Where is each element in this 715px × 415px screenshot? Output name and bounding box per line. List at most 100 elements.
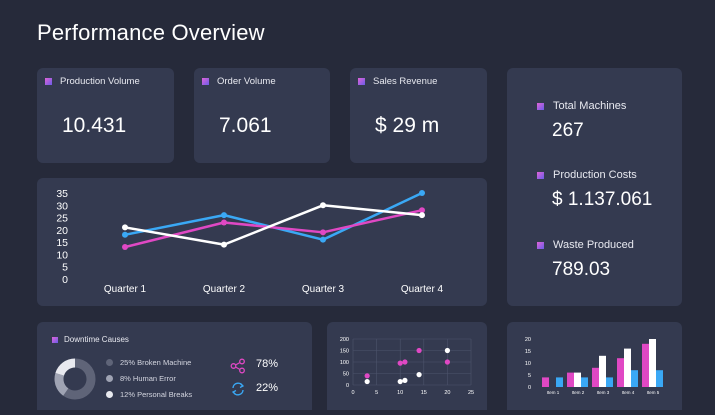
scatter-point [444,347,450,354]
x-tick-label: Quarter 1 [104,284,147,295]
x-tick-label: 15 [421,390,427,396]
scatter-chart: 0 50 100 150 200 0 5 10 15 20 25 [340,337,474,396]
line-point [419,190,425,196]
bar [567,372,574,387]
x-tick-label: Item 2 [572,390,585,395]
kpi-label: Production Volume [60,76,140,87]
downtime-marker-icon [52,336,58,343]
kpi-value: $ 29 m [375,114,440,137]
y-tick-label: 150 [340,349,349,355]
y-tick-label: 100 [340,360,349,366]
line-point [221,212,227,219]
metric-value: 789.03 [552,259,611,280]
legend-dot-broken-machine [106,359,113,366]
bar-chart-card[interactable]: 0 5 10 15 20 Item 1 Item 2 Item 3 Item 4 Item 5 [507,322,682,410]
x-tick-label: 20 [444,390,450,396]
metric-value: 267 [552,120,584,141]
x-tick-label: Item 4 [622,390,635,395]
y-tick-label: 20 [525,337,531,343]
share-icon [230,358,245,374]
legend-dot-personal-breaks [106,391,113,398]
y-tick-label: 30 [56,200,68,212]
refresh-percentage: 22% [256,382,279,394]
metric-marker-icon [537,102,544,110]
bar [617,358,624,387]
refresh-icon [231,382,245,396]
y-tick-label: 5 [62,262,68,274]
kpi-value: 10.431 [62,114,127,137]
line-point [320,236,326,243]
donut-chart [54,358,96,400]
kpi-card-order-volume[interactable]: Order Volume 7.061 [194,68,330,163]
kpi-marker-icon [45,77,52,85]
downtime-card[interactable]: Downtime Causes 25% Broken Machine 8% Hu… [37,322,312,410]
bar [656,370,663,387]
scatter-point [397,378,403,385]
scatter-point [364,373,370,379]
y-tick-label: 0 [346,383,349,389]
y-tick-label: 200 [340,337,349,343]
x-tick-label: Item 3 [597,390,610,395]
line-series-0 [124,191,423,241]
metric-label: Total Machines [553,100,627,112]
y-tick-label: 15 [525,349,531,355]
kpi-marker-icon [202,77,209,85]
scatter-point [416,347,422,354]
scatter-point [397,360,403,366]
bar [542,377,549,387]
scatter-point [402,359,408,365]
scatter-point [444,359,450,365]
metric-marker-icon [537,171,544,179]
metric-marker-icon [537,241,544,249]
line-point [221,241,227,248]
bar [556,377,563,387]
x-tick-label: Quarter 3 [302,284,345,295]
bar [631,370,638,387]
x-tick-label: Item 1 [547,390,560,395]
line-series-2 [124,204,423,246]
scatter-point [364,378,370,385]
page-title: Performance Overview [37,20,265,45]
y-tick-label: 5 [528,373,531,379]
scatter-chart-card[interactable]: 0 50 100 150 200 0 5 10 15 20 25 [327,322,487,410]
x-tick-label: 25 [468,390,474,396]
line-point [320,202,326,209]
x-tick-label: Item 5 [647,390,660,395]
x-tick-label: 0 [351,390,354,396]
legend-label: 12% Personal Breaks [120,390,193,399]
line-point [320,229,326,236]
y-tick-label: 25 [56,213,68,225]
line-point [122,224,128,231]
y-tick-label: 50 [343,372,349,378]
bar [649,339,656,387]
bar [599,355,606,387]
y-tick-label: 10 [56,249,68,261]
metric-label: Production Costs [553,169,637,181]
line-chart-card[interactable]: 0 5 10 15 20 25 30 35 Quarter 1 Quarter 2 Quarter … [37,178,487,306]
y-tick-label: 0 [528,385,531,391]
y-tick-label: 0 [62,274,68,286]
scatter-point [416,372,422,378]
x-tick-label: Quarter 2 [203,284,246,295]
kpi-card-sales-revenue[interactable]: Sales Revenue $ 29 m [350,68,487,163]
kpi-card-production-volume[interactable]: Production Volume 10.431 [37,68,174,163]
kpi-label: Order Volume [217,76,276,87]
y-tick-label: 10 [525,361,531,367]
line-point [221,219,227,226]
bar [592,367,599,387]
kpi-label: Sales Revenue [373,76,438,87]
y-tick-label: 20 [56,225,68,237]
kpi-value: 7.061 [219,114,272,137]
legend-dot-human-error [106,375,113,382]
line-series-1 [124,208,423,249]
downtime-title: Downtime Causes [64,335,129,344]
metric-label: Waste Produced [553,239,634,251]
bar [581,377,588,387]
x-tick-label: 10 [397,390,403,396]
metric-value: $ 1.137.061 [552,189,653,210]
line-point [419,212,425,219]
scatter-point [402,377,408,383]
side-metrics-card[interactable]: Total Machines 267 Production Costs $ 1.… [507,68,682,306]
x-tick-label: 5 [375,390,378,396]
